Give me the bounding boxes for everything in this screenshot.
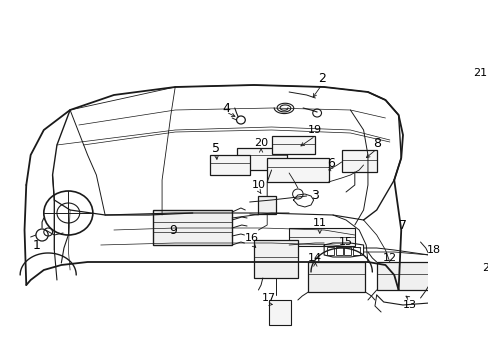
Bar: [288, 228, 354, 246]
Text: 16: 16: [245, 233, 259, 243]
Text: 10: 10: [252, 180, 266, 190]
Text: 1: 1: [33, 239, 41, 252]
Text: 20: 20: [253, 138, 267, 148]
Bar: [308, 262, 365, 292]
Text: 5: 5: [212, 141, 220, 154]
Text: 13: 13: [402, 300, 416, 310]
Text: 8: 8: [372, 136, 380, 149]
Bar: [428, 255, 481, 285]
Bar: [266, 158, 328, 182]
Bar: [352, 247, 359, 255]
Bar: [344, 247, 350, 255]
Text: 11: 11: [312, 218, 326, 228]
Bar: [268, 300, 290, 325]
Bar: [271, 136, 315, 154]
Text: 4: 4: [222, 102, 229, 114]
Text: 2: 2: [318, 72, 325, 85]
Bar: [376, 262, 428, 290]
Text: 18: 18: [426, 245, 440, 255]
Text: 22: 22: [481, 263, 488, 273]
Text: 12: 12: [382, 253, 396, 263]
Text: 7: 7: [398, 219, 406, 231]
Bar: [326, 247, 333, 255]
Text: 3: 3: [311, 189, 319, 202]
Bar: [258, 196, 275, 214]
Text: 19: 19: [308, 125, 322, 135]
Text: 6: 6: [326, 157, 334, 170]
Text: 9: 9: [169, 224, 177, 237]
Bar: [254, 240, 297, 278]
Bar: [335, 247, 342, 255]
Text: 14: 14: [308, 253, 322, 263]
Bar: [341, 150, 376, 172]
Bar: [236, 148, 287, 170]
Bar: [210, 155, 249, 175]
Text: 21: 21: [472, 68, 486, 78]
Bar: [453, 270, 486, 325]
Text: 15: 15: [338, 237, 352, 247]
Bar: [153, 210, 232, 245]
Text: 17: 17: [262, 293, 275, 303]
